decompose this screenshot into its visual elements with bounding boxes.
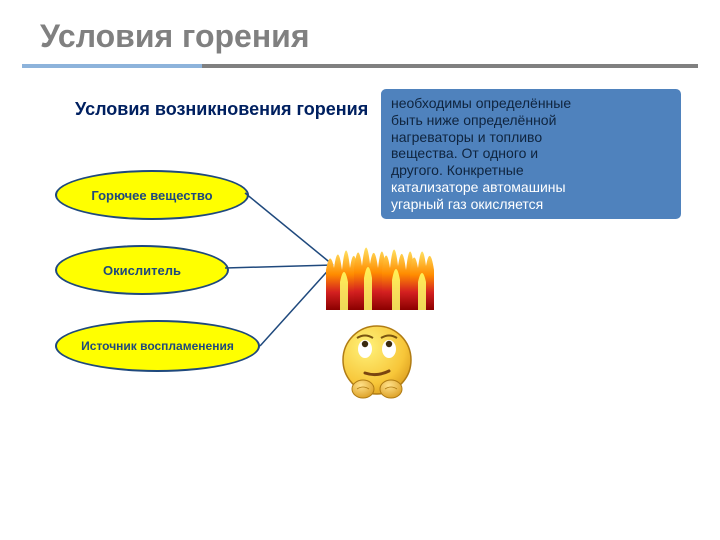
explanation-line: другого. Конкретные — [391, 162, 671, 179]
title-underline — [22, 64, 698, 68]
conditions-diagram: Условия возникновения горения Горючее ве… — [55, 100, 415, 150]
explanation-line: вещества. От одного и — [391, 145, 671, 162]
explanation-line: угарный газ окисляется — [391, 196, 671, 213]
explanation-line: быть ниже определённой — [391, 112, 671, 129]
explanation-line: необходимы определённые — [391, 95, 671, 112]
explanation-box: необходимы определённые быть ниже опреде… — [380, 88, 682, 220]
explanation-line: катализаторе автомашины — [391, 179, 671, 196]
oval-fuel: Горючее вещество — [55, 170, 249, 220]
diagram-title: Условия возникновения горения — [75, 100, 415, 120]
page-title: Условия горения — [0, 0, 720, 65]
smiley-icon — [335, 315, 420, 405]
oval-oxidizer: Окислитель — [55, 245, 229, 295]
fire-icon — [320, 220, 440, 310]
explanation-line: нагреваторы и топливо — [391, 129, 671, 146]
oval-ignition: Источник воспламенения — [55, 320, 260, 372]
